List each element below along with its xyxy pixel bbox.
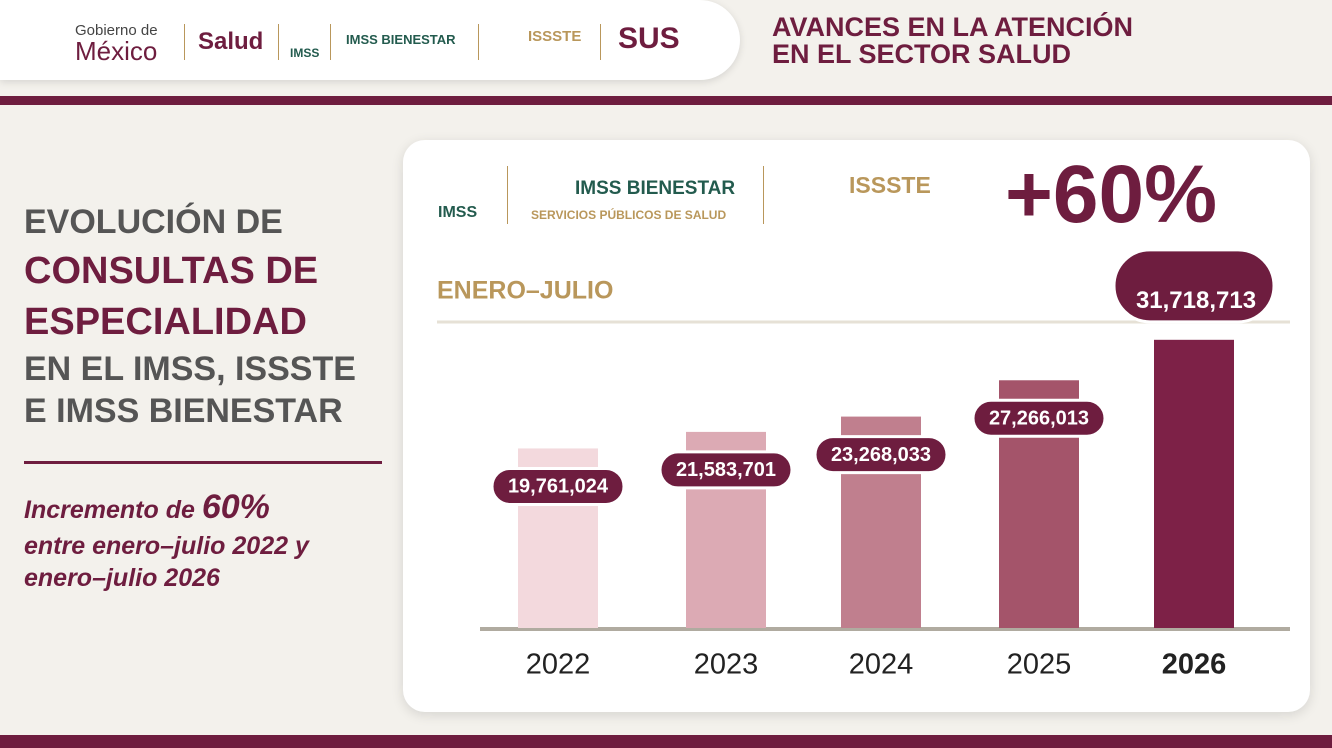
note-prefix: Incremento de <box>24 496 195 524</box>
header-title-line: AVANCES EN LA ATENCIÓN <box>772 12 1134 42</box>
value-label-pill <box>490 466 626 506</box>
left-title-line: EN EL IMSS, ISSSTE <box>24 350 356 388</box>
left-title-line: ESPECIALIDAD <box>24 301 307 343</box>
value-label: 21,583,701 <box>676 459 776 481</box>
left-title-line: CONSULTAS DE <box>24 250 319 292</box>
logo-text: ISSSTE <box>849 172 931 198</box>
value-label-pill <box>971 398 1107 438</box>
bar <box>1154 339 1234 628</box>
left-title-line: E IMSS BIENESTAR <box>24 392 343 430</box>
note-highlight: 60% <box>201 488 270 526</box>
logo-text: Gobierno de <box>75 22 158 39</box>
value-label-pill <box>1112 248 1276 324</box>
x-tick-label: 2024 <box>849 649 914 681</box>
header-bar: Gobierno de México Salud IMSS IMSS BIENE… <box>0 0 740 80</box>
value-label: 31,718,713 <box>1136 287 1256 314</box>
note-line: Incremento de 60% <box>24 488 270 527</box>
logo-text: SERVICIOS PÚBLICOS DE SALUD <box>531 208 727 222</box>
value-label: 19,761,024 <box>508 476 609 498</box>
logo-text: IMSS BIENESTAR <box>575 178 736 199</box>
x-tick-label: 2022 <box>526 649 591 681</box>
x-tick-label: 2026 <box>1162 649 1227 681</box>
logo-text: IMSS <box>290 46 320 60</box>
headline: +60% <box>1005 149 1218 240</box>
logo-text: ISSSTE <box>528 28 582 45</box>
logo-text: SUS <box>618 22 680 55</box>
stripe <box>0 96 1332 105</box>
note-line: entre enero–julio 2022 y <box>24 532 309 560</box>
x-tick-label: 2023 <box>694 649 759 681</box>
logo-text: IMSS <box>438 204 478 221</box>
note-line: enero–julio 2026 <box>24 564 220 592</box>
value-label-pill <box>813 435 949 475</box>
header-title: AVANCES EN LA ATENCIÓN EN EL SECTOR SALU… <box>772 14 1133 68</box>
logo-text: IMSS BIENESTAR <box>346 32 456 47</box>
stripe <box>0 735 1332 748</box>
value-label: 27,266,013 <box>989 408 1089 430</box>
logo-text: Salud <box>198 28 264 55</box>
divider <box>24 461 382 464</box>
value-label: 23,268,033 <box>831 444 931 466</box>
logo-text: México <box>75 36 158 66</box>
value-label-pill <box>658 450 794 490</box>
header-title-line: EN EL SECTOR SALUD <box>772 39 1072 69</box>
left-title-line: EVOLUCIÓN DE <box>24 203 283 241</box>
x-tick-label: 2025 <box>1007 649 1072 681</box>
chart-subtitle: ENERO–JULIO <box>437 277 613 305</box>
